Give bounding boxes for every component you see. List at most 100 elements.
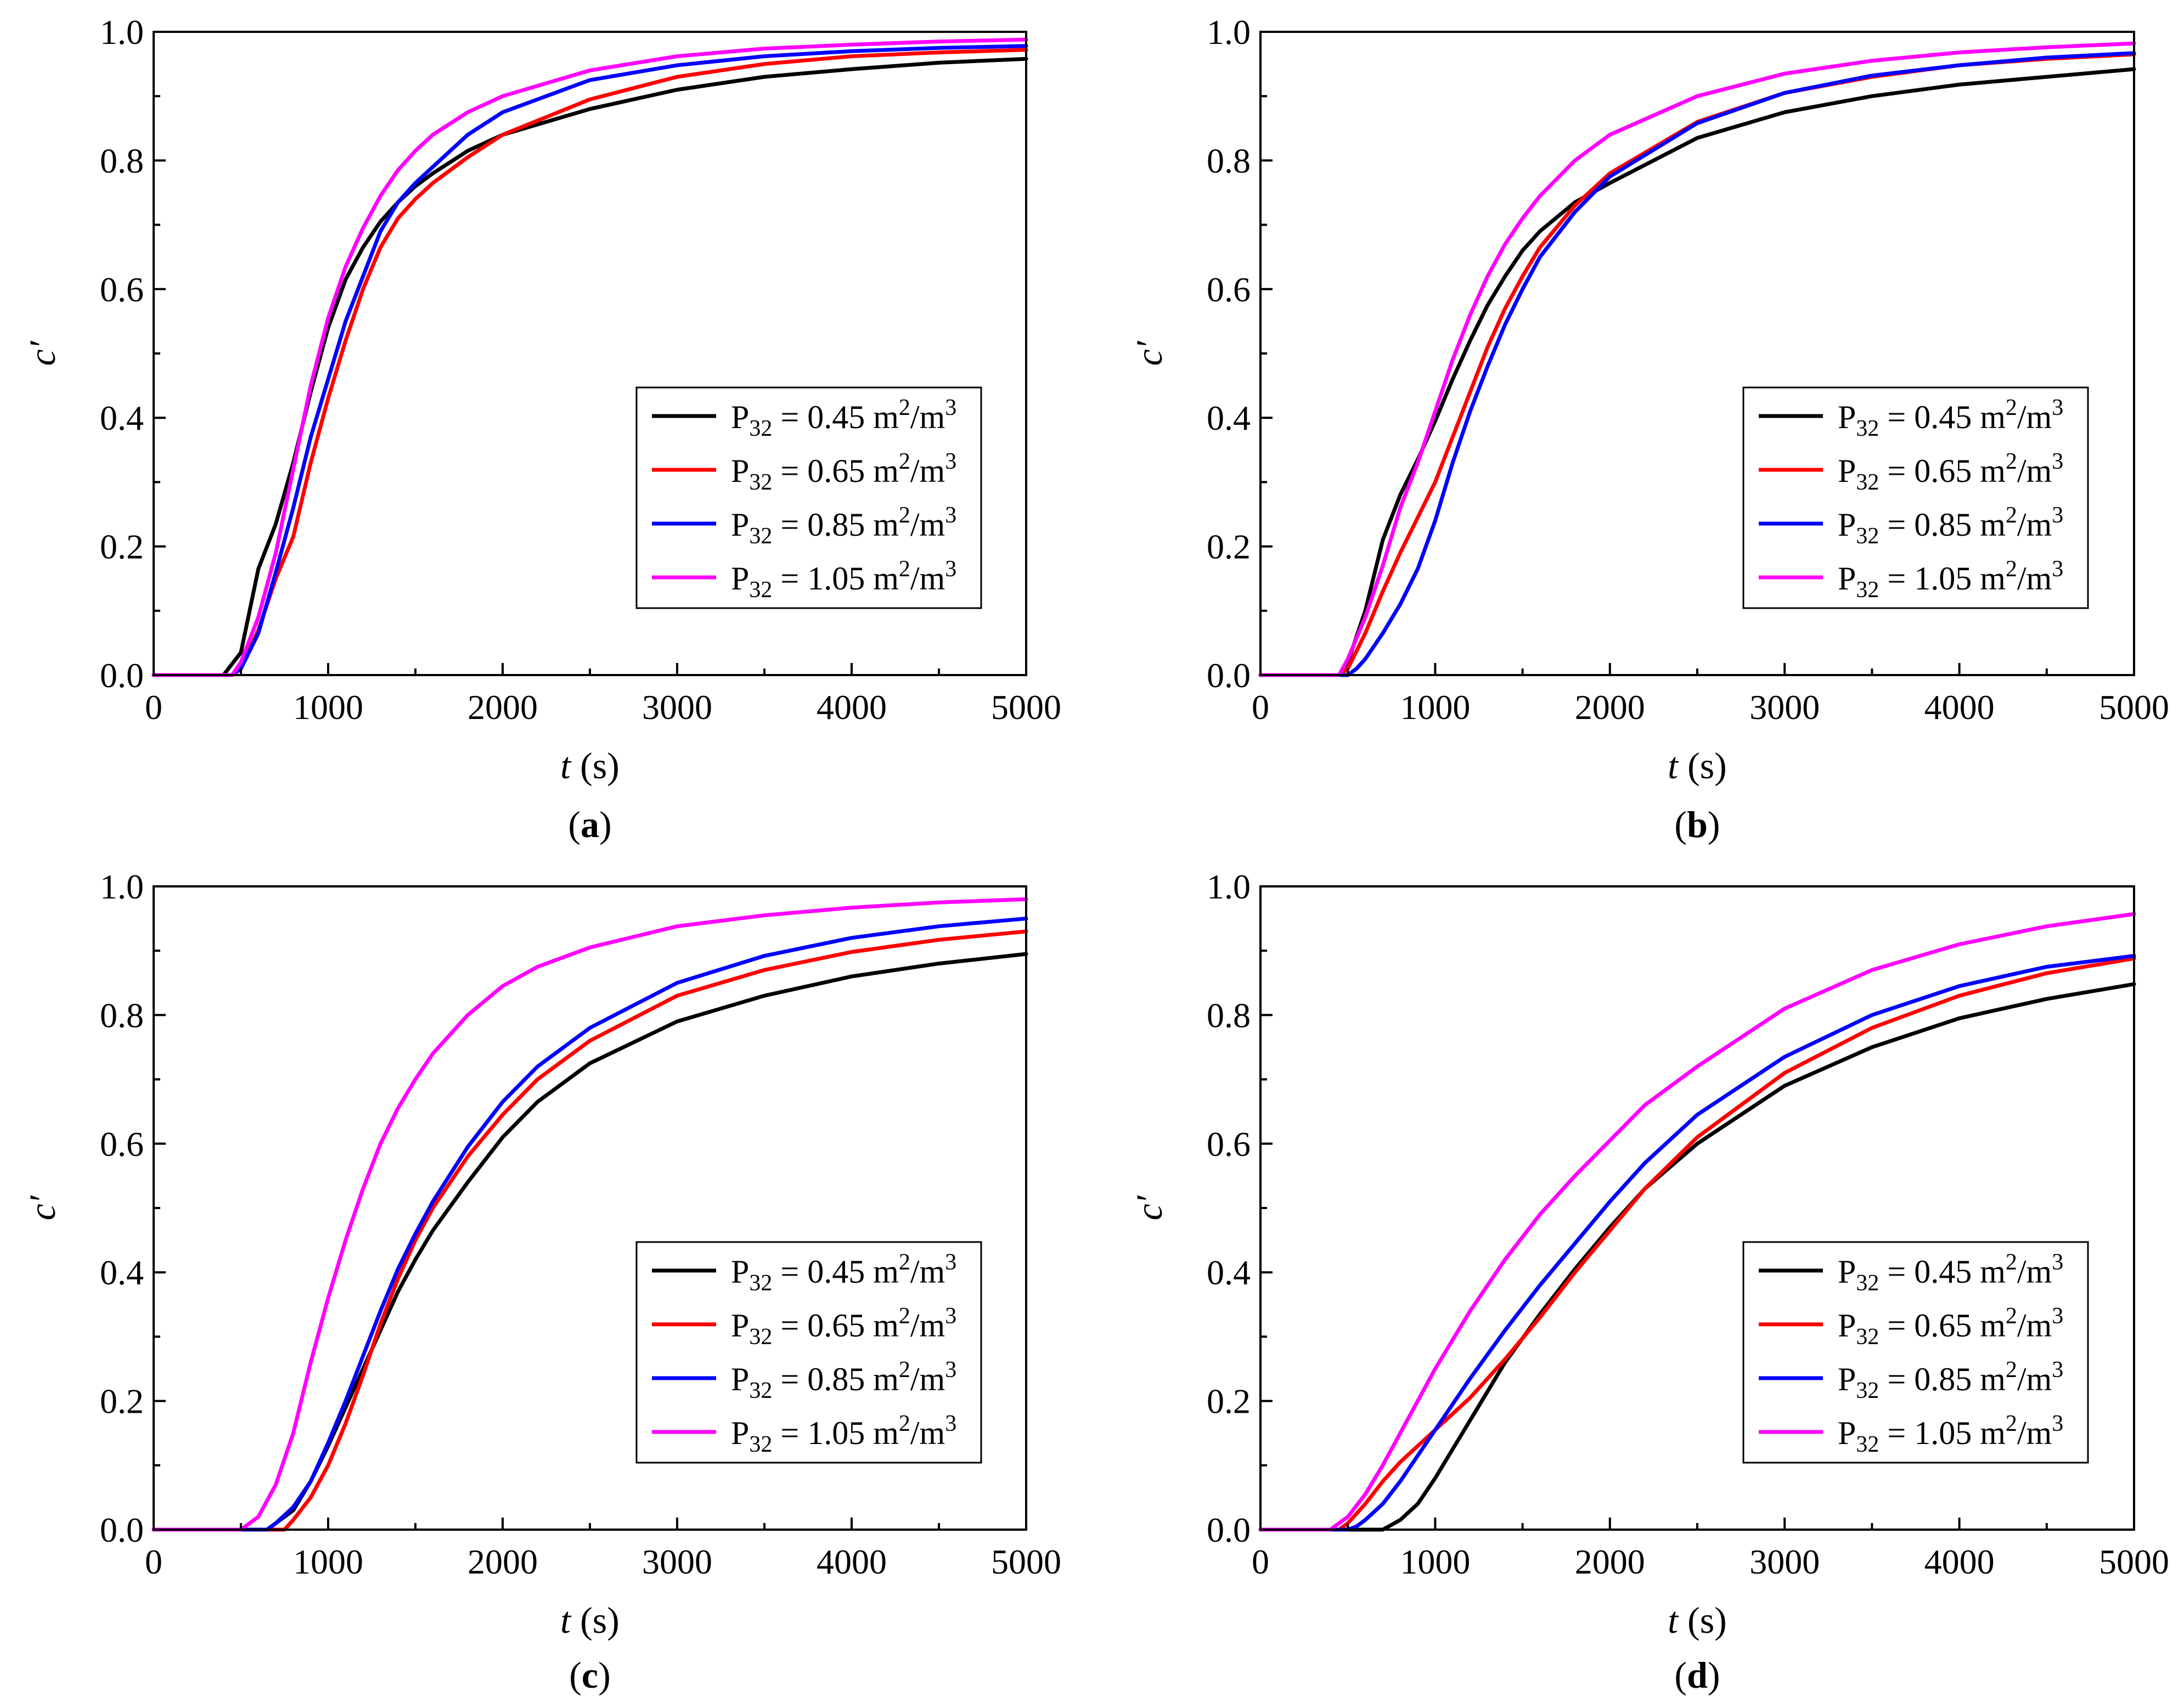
legend-box	[635, 1241, 982, 1464]
legend-label-symbol: P	[731, 453, 749, 489]
legend-label-per: /m	[2017, 453, 2052, 489]
legend-label-symbol: P	[731, 1307, 749, 1344]
legend-label-subscript: 32	[749, 416, 772, 441]
x-tick-label: 4000	[817, 1542, 887, 1581]
legend-label-superscript: 3	[2052, 503, 2063, 528]
x-tick-label: 2000	[1575, 688, 1645, 727]
x-axis-label-unit: (s)	[1678, 1599, 1727, 1641]
panel-label-close: )	[1708, 804, 1720, 845]
legend-label-1: P32 = 0.45 m2/m3	[1838, 1250, 2063, 1296]
x-axis-label-symbol: t	[1668, 1599, 1679, 1641]
y-tick-label: 0.8	[1207, 141, 1251, 180]
series-line-1	[1258, 67, 2136, 677]
y-tick-label: 0.2	[1207, 527, 1251, 566]
panel-label: (d)	[1674, 1654, 1720, 1696]
x-axis-label-unit: (s)	[571, 1599, 620, 1641]
legend-label-subscript: 32	[749, 1378, 772, 1403]
legend-label-value: = 0.85 m	[772, 507, 899, 543]
x-tick-label: 5000	[991, 688, 1061, 727]
panel-label-close: )	[599, 804, 612, 845]
y-tick-label: 0.8	[100, 141, 144, 180]
legend-label-superscript: 3	[945, 1411, 956, 1436]
legend-label-subscript: 32	[1856, 577, 1879, 603]
legend-label-2: P32 = 0.65 m2/m3	[731, 449, 956, 495]
x-tick-label: 3000	[1749, 1542, 1820, 1581]
legend-label-3: P32 = 0.85 m2/m3	[1838, 503, 2063, 549]
chart-panel-c: 0 1000 2000 3000 4000 5000 0.0 0.2 0.4 0.6 0.8 1.0 t…	[21, 867, 1061, 1696]
legend-label-superscript: 3	[2052, 449, 2063, 474]
legend-label-value: = 1.05 m	[772, 560, 899, 597]
legend-label-superscript: 3	[945, 503, 956, 528]
legend-label-superscript: 2	[899, 1304, 910, 1329]
legend-label-superscript: 3	[945, 557, 956, 582]
legend-label-superscript: 2	[899, 1411, 910, 1436]
y-tick-label: 0.6	[100, 270, 144, 309]
legend-label-value: = 1.05 m	[772, 1415, 899, 1451]
legend-label-superscript: 3	[945, 1357, 956, 1383]
legend-label-value: = 0.65 m	[1879, 1307, 2006, 1344]
legend-label-4: P32 = 1.05 m2/m3	[731, 1411, 956, 1457]
x-tick-label: 0	[1252, 688, 1269, 727]
legend-label-subscript: 32	[1856, 470, 1879, 495]
x-axis-label-symbol: t	[1668, 745, 1679, 786]
legend-label-symbol: P	[731, 560, 749, 597]
legend-label-superscript: 2	[899, 503, 910, 528]
x-tick-label: 2000	[1575, 1542, 1645, 1581]
y-tick-label: 1.0	[100, 867, 144, 906]
legend-label-superscript: 2	[899, 449, 910, 474]
legend-label-value: = 0.45 m	[1879, 399, 2006, 435]
legend-label-per: /m	[910, 1415, 945, 1451]
y-tick-label: 1.0	[1207, 13, 1251, 52]
x-tick-label: 3000	[642, 1542, 712, 1581]
legend-label-superscript: 3	[945, 395, 956, 420]
legend-label-per: /m	[910, 507, 945, 543]
legend-label-superscript: 2	[2006, 1304, 2017, 1329]
legend-label-symbol: P	[1838, 399, 1856, 435]
x-axis-label-unit: (s)	[1678, 745, 1727, 786]
legend-label-1: P32 = 0.45 m2/m3	[731, 1250, 956, 1296]
legend-label-superscript: 2	[2006, 449, 2017, 474]
legend-label-superscript: 2	[899, 1357, 910, 1383]
legend-label-value: = 0.65 m	[1879, 453, 2006, 489]
legend-label-1: P32 = 0.45 m2/m3	[1838, 395, 2063, 441]
legend-label-symbol: P	[1838, 1361, 1856, 1397]
legend-label-superscript: 2	[2006, 557, 2017, 582]
panel-label: (b)	[1674, 804, 1720, 845]
y-axis-label: c′	[21, 340, 63, 366]
legend-label-symbol: P	[1838, 453, 1856, 489]
legend-label-symbol: P	[1838, 560, 1856, 597]
series-line-4	[1258, 912, 2136, 1532]
legend-label-symbol: P	[1838, 507, 1856, 543]
y-tick-label: 0.0	[100, 656, 144, 695]
panel-label-close: )	[598, 1654, 611, 1696]
panel-label-letter: a	[581, 804, 599, 845]
series-line-3	[1258, 954, 2136, 1532]
legend-label-value: = 1.05 m	[1879, 560, 2006, 597]
legend-label-symbol: P	[731, 1361, 749, 1397]
panel-label: (a)	[568, 804, 611, 845]
y-tick-label: 0.2	[100, 1382, 144, 1421]
x-tick-label: 5000	[2099, 1542, 2169, 1581]
y-tick-label: 0.4	[1207, 398, 1251, 437]
x-tick-label: 4000	[817, 688, 887, 727]
legend-label-3: P32 = 0.85 m2/m3	[731, 503, 956, 549]
y-axis-label: c′	[1128, 340, 1170, 366]
legend-label-superscript: 3	[2052, 1411, 2063, 1436]
y-tick-label: 0.2	[100, 527, 144, 566]
y-tick-label: 0.4	[100, 1253, 144, 1292]
series-line-2	[1258, 956, 2136, 1532]
legend-label-per: /m	[910, 1361, 945, 1397]
legend-label-value: = 0.85 m	[772, 1361, 899, 1397]
legend-label-subscript: 32	[1856, 1324, 1879, 1350]
legend-label-subscript: 32	[1856, 416, 1879, 441]
legend-label-per: /m	[910, 1307, 945, 1344]
legend-label-superscript: 2	[2006, 1411, 2017, 1436]
legend-label-value: = 0.45 m	[772, 399, 899, 435]
y-tick-label: 0.8	[1207, 996, 1251, 1035]
y-tick-label: 0.4	[100, 398, 144, 437]
series-line-4	[151, 37, 1028, 677]
legend-label-4: P32 = 1.05 m2/m3	[1838, 1411, 2063, 1457]
panel-label-open: (	[568, 804, 581, 845]
